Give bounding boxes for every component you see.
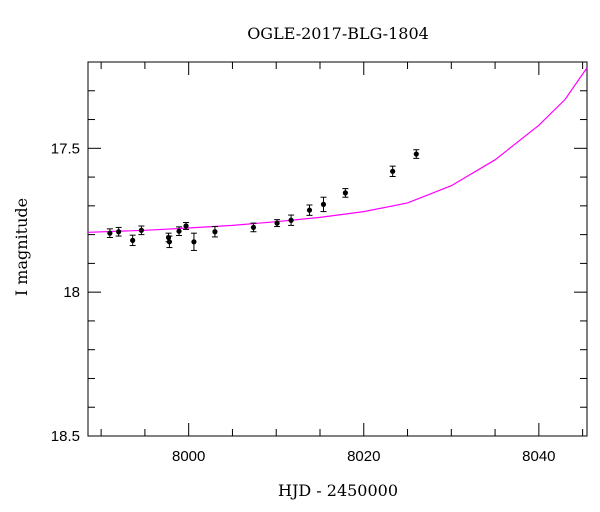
point-marker — [130, 237, 136, 243]
plot-frame — [87, 61, 588, 437]
point-marker — [183, 223, 189, 229]
data-point — [342, 188, 349, 198]
chart-title: OGLE-2017-BLG-1804 — [247, 24, 429, 43]
y-tick-label: 18.5 — [51, 428, 80, 445]
y-tick-label: 17.5 — [51, 140, 80, 157]
x-tick-label: 8000 — [172, 448, 205, 465]
point-marker — [274, 220, 280, 226]
data-point — [176, 226, 183, 236]
x-axis-label: HJD - 2450000 — [278, 481, 398, 500]
point-marker — [176, 228, 182, 234]
point-marker — [116, 229, 122, 235]
y-tick-label: 18 — [63, 284, 80, 301]
data-point — [211, 226, 218, 238]
point-marker — [212, 229, 218, 235]
point-marker — [288, 217, 294, 223]
data-point — [106, 228, 113, 238]
data-points — [106, 149, 420, 251]
point-marker — [250, 224, 257, 231]
data-point — [413, 149, 420, 159]
data-point — [274, 219, 281, 228]
plot-axes — [87, 61, 588, 437]
point-marker — [107, 230, 113, 236]
point-marker — [342, 190, 348, 196]
point-marker — [390, 168, 396, 174]
data-point — [389, 165, 396, 178]
data-point — [166, 235, 173, 249]
data-point — [306, 204, 313, 216]
model-curve — [87, 67, 588, 233]
point-marker — [191, 239, 197, 245]
point-marker — [166, 239, 173, 245]
point-marker — [320, 201, 327, 208]
data-point — [129, 234, 136, 247]
data-point — [288, 214, 295, 226]
data-point — [190, 232, 197, 251]
data-point — [138, 225, 145, 236]
point-marker — [413, 151, 419, 157]
y-axis-label: I magnitude — [12, 198, 31, 296]
x-tick-label: 8040 — [522, 448, 555, 465]
point-marker — [138, 227, 145, 233]
point-marker — [306, 207, 313, 213]
data-point — [115, 226, 122, 237]
tick-labels: 8000 8020 8040 17.5 18 18.5 — [51, 140, 556, 465]
data-point — [250, 222, 257, 233]
x-tick-label: 8020 — [347, 448, 380, 465]
data-point — [183, 222, 190, 230]
data-point — [320, 196, 327, 213]
